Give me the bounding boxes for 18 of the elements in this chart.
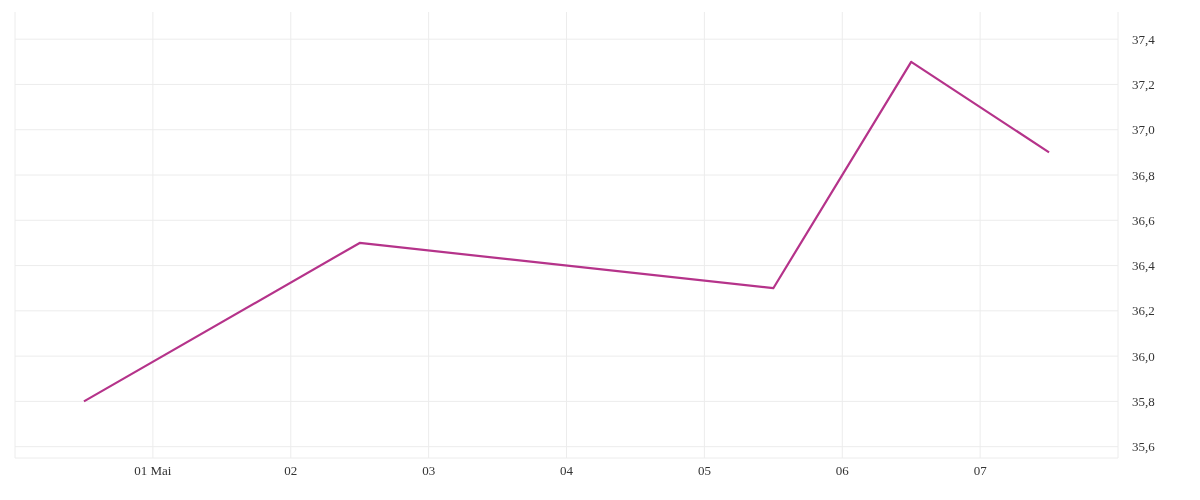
x-tick-label: 01 Mai: [134, 463, 172, 479]
x-tick-label: 06: [835, 463, 850, 479]
x-tick-label: 02: [284, 463, 298, 479]
y-tick-label: 36,8: [1132, 167, 1155, 183]
y-tick-label: 37,4: [1132, 31, 1156, 47]
y-tick-label: 37,0: [1132, 122, 1155, 138]
x-tick-label: 03: [422, 463, 436, 479]
line-series: [82, 60, 1051, 403]
y-tick-label: 36,0: [1132, 348, 1155, 364]
x-tick-label: 05: [697, 463, 711, 479]
y-tick-label: 36,2: [1132, 303, 1155, 319]
y-tick-label: 35,6: [1132, 439, 1156, 455]
y-tick-label: 35,8: [1132, 394, 1155, 410]
x-tick-label: 07: [973, 463, 988, 479]
y-tick-label: 37,2: [1132, 77, 1155, 93]
y-tick-label: 36,4: [1132, 258, 1156, 274]
x-tick-label: 04: [560, 463, 574, 479]
y-tick-label: 36,6: [1132, 212, 1156, 228]
